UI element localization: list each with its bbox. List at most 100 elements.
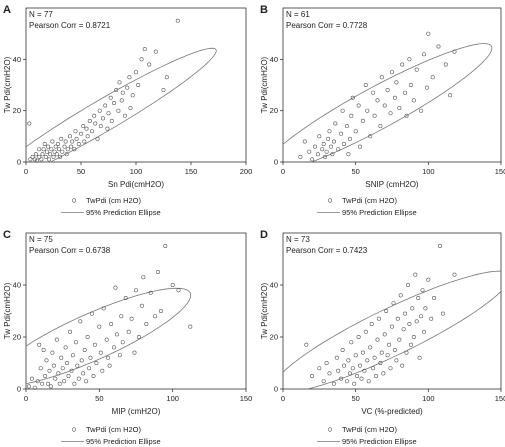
data-point [346,152,351,157]
data-point [382,332,387,337]
data-point [365,358,370,363]
data-point [53,376,58,381]
data-point [341,142,346,147]
plot-frame [282,232,502,390]
prediction-ellipse [26,287,192,385]
x-tick-label: 150 [185,167,198,176]
data-point [421,329,426,334]
legend-label-ellipse: 95% Prediction Ellipse [342,437,417,446]
panel-letter: D [260,229,268,241]
y-tick-label: 0 [17,158,21,167]
data-point [112,101,117,106]
data-point [95,136,100,141]
data-point [164,75,169,80]
data-point [432,295,437,300]
data-point [371,90,376,95]
data-point [317,134,322,139]
data-point [341,363,346,368]
data-point [105,126,110,131]
data-point [421,52,426,57]
x-tick-label: 50 [77,167,85,176]
plot-frame [25,232,247,390]
data-point [334,355,339,360]
legend-marker-points [327,427,333,432]
data-point [73,129,78,134]
data-point [63,139,68,144]
data-point [43,373,48,378]
data-point [94,360,99,365]
data-point [327,129,332,134]
data-point [39,157,44,162]
data-point [123,295,128,300]
data-point [51,363,56,368]
data-point [109,321,114,326]
data-point [30,154,35,159]
data-point [395,316,400,321]
data-point [176,288,181,293]
data-point [56,371,61,376]
data-point [430,75,435,80]
data-point [350,95,355,100]
data-point [382,103,387,108]
plot-frame [25,7,247,163]
data-point [50,350,55,355]
y-tick-label: 0 [17,385,21,394]
data-point [100,368,105,373]
x-tick-label: 0 [281,394,285,403]
data-point [369,321,374,326]
data-point [321,379,326,384]
data-point [32,385,37,390]
data-point [414,67,419,72]
data-point [70,353,75,358]
legend-marker-points [71,427,77,432]
data-point [315,152,320,157]
data-point [72,381,77,386]
chart-panel-c: C N = 75 Pearson Corr = 0.6738 0 50 100 150 0 20… [3,229,252,446]
data-point [411,334,416,339]
data-point [375,98,380,103]
data-point [324,360,329,365]
data-point [120,90,125,95]
data-point [37,147,42,152]
n-count-label: N = 77 [29,10,53,19]
data-point [392,95,397,100]
data-point [27,121,32,126]
x-tick-label: 150 [495,394,505,403]
data-point [163,244,168,249]
data-point [40,152,45,157]
data-point [76,142,81,147]
data-point [349,113,354,118]
data-point [448,93,453,98]
prediction-ellipse [26,47,217,162]
data-point [365,108,370,113]
data-point [333,121,338,126]
data-point [73,340,78,345]
x-tick-label: 50 [95,394,103,403]
data-point [93,121,98,126]
data-point [70,139,75,144]
data-point [103,103,108,108]
data-point [346,358,351,363]
data-point [33,152,38,157]
data-point [81,124,86,129]
data-point [363,83,368,88]
data-point [134,288,139,293]
data-point [117,80,122,85]
data-point [400,62,405,67]
data-point [136,334,141,339]
data-point [362,368,367,373]
data-point [113,285,118,290]
data-point [411,98,416,103]
data-point [158,308,163,313]
data-point [404,113,409,118]
data-point [74,136,79,141]
data-point [420,288,425,293]
data-point [302,139,307,144]
data-point [55,142,60,147]
data-point [28,157,33,162]
data-point [388,366,393,371]
data-point [413,272,418,277]
data-point [147,62,152,67]
data-point [340,108,345,113]
